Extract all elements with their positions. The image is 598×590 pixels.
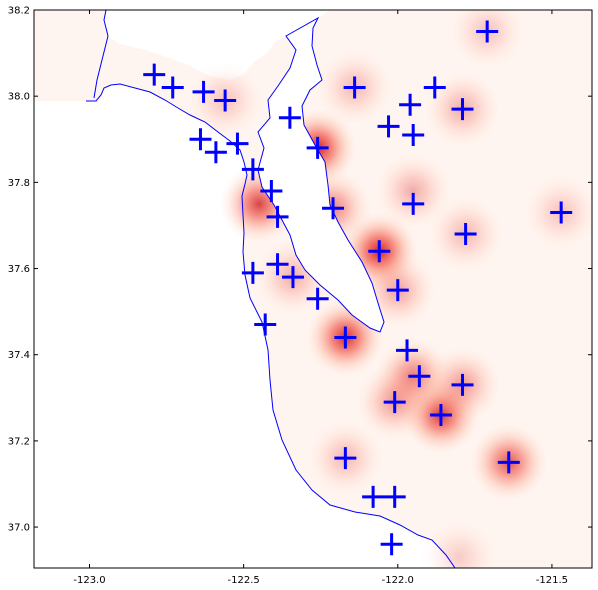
site-marker-33 — [451, 373, 474, 396]
site-marker-20 — [402, 192, 425, 215]
site-marker-37 — [334, 447, 357, 470]
site-marker-11 — [306, 136, 329, 159]
site-marker-31 — [396, 339, 419, 362]
y-tick-label: 37.2 — [8, 436, 30, 447]
site-marker-23 — [368, 240, 391, 263]
site-marker-8 — [260, 179, 283, 202]
site-marker-9 — [266, 205, 289, 228]
site-marker-16 — [423, 76, 446, 99]
site-marker-0 — [143, 63, 166, 86]
site-marker-12 — [343, 76, 366, 99]
site-marker-28 — [306, 287, 329, 310]
site-marker-18 — [451, 98, 474, 121]
site-marker-34 — [383, 391, 406, 414]
site-marker-35 — [429, 404, 452, 427]
tick-layer: -123.0 -122.5 -122.0 -121.5 37.0 37.2 37.4 37.6… — [8, 6, 592, 586]
y-tick-label: 37.6 — [8, 264, 30, 275]
site-marker-29 — [254, 313, 277, 336]
x-tick-label: -122.0 — [382, 575, 414, 586]
site-marker-13 — [322, 197, 345, 220]
y-tick-label: 38.0 — [8, 92, 30, 103]
y-tick-label: 37.0 — [8, 523, 30, 534]
site-marker-1 — [161, 76, 184, 99]
site-marker-22 — [550, 201, 573, 224]
site-marker-17 — [402, 123, 425, 146]
site-marker-32 — [408, 365, 431, 388]
site-marker-27 — [281, 266, 304, 289]
outer-coastline — [86, 83, 456, 568]
x-tick-label: -121.5 — [536, 575, 568, 586]
site-marker-10 — [278, 106, 301, 129]
site-marker-14 — [377, 115, 400, 138]
marker-layer — [143, 20, 573, 556]
bay-shoreline — [257, 16, 385, 333]
bay-water — [258, 18, 384, 332]
y-tick-label: 37.4 — [8, 350, 30, 361]
axes-frame — [33, 9, 593, 569]
site-marker-21 — [454, 223, 477, 246]
site-marker-2 — [192, 80, 215, 103]
site-marker-25 — [241, 261, 264, 284]
x-tick-label: -122.5 — [228, 575, 260, 586]
site-marker-15 — [399, 93, 422, 116]
site-marker-36 — [497, 451, 520, 474]
site-marker-3 — [214, 89, 237, 112]
site-marker-5 — [204, 141, 227, 164]
point-reyes-coastline — [93, 10, 109, 99]
y-tick-label: 37.8 — [8, 178, 30, 189]
site-marker-6 — [226, 132, 249, 155]
site-marker-26 — [266, 253, 289, 276]
site-marker-7 — [241, 158, 264, 181]
x-tick-label: -123.0 — [73, 575, 105, 586]
density-hotspot-20 — [419, 517, 500, 568]
site-marker-40 — [380, 533, 403, 556]
site-marker-39 — [383, 485, 406, 508]
site-marker-24 — [386, 279, 409, 302]
y-tick-label: 38.2 — [8, 6, 30, 17]
site-marker-4 — [189, 128, 212, 151]
site-marker-30 — [334, 326, 357, 349]
site-marker-19 — [476, 20, 499, 43]
site-marker-38 — [362, 485, 385, 508]
